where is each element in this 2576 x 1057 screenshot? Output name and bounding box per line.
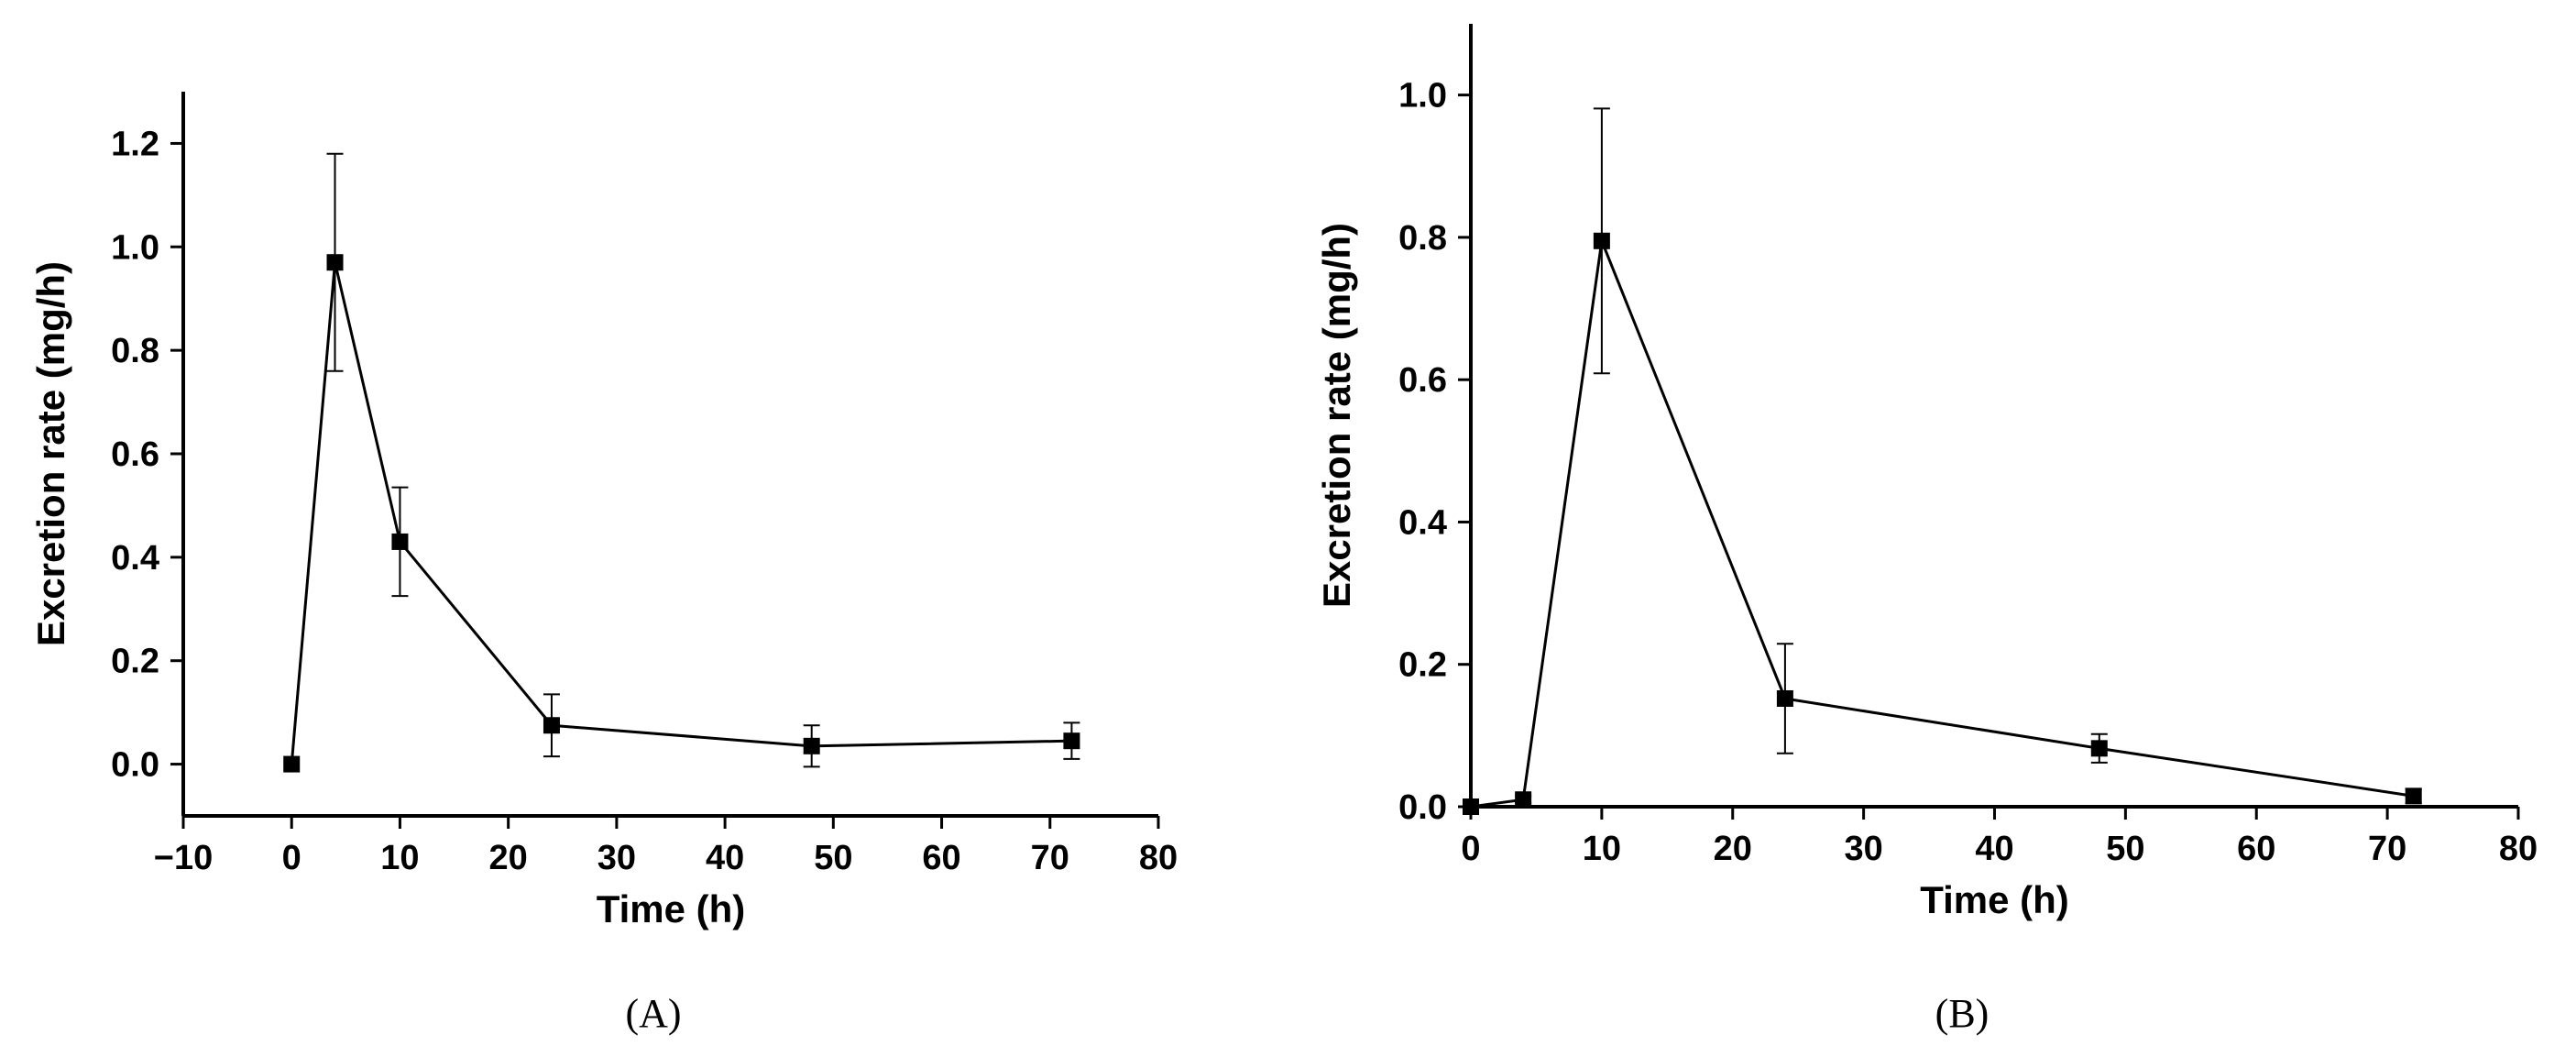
b-x-axis-title: Time (h) [1920, 878, 2069, 921]
a-y-tick-label: 0.6 [111, 435, 159, 474]
b-y-axis-title: Excretion rate (mg/h) [1315, 223, 1358, 608]
panel-a-label: (A) [625, 991, 681, 1036]
a-y-axis-title: Excretion rate (mg/h) [29, 261, 72, 646]
b-x-tick-label: 50 [2106, 830, 2144, 868]
a-x-tick-label: −10 [154, 839, 213, 877]
a-data-point [391, 533, 409, 550]
a-x-tick-label: 10 [380, 839, 419, 877]
a-x-tick-label: 80 [1139, 839, 1178, 877]
b-x-tick-label: 40 [1975, 830, 2013, 868]
a-x-tick-label: 30 [597, 839, 636, 877]
b-data-point [1515, 791, 1532, 809]
a-x-tick-label: 40 [706, 839, 744, 877]
a-y-tick-label: 0.2 [111, 643, 159, 681]
a-y-tick-label: 0.8 [111, 332, 159, 370]
chart-panel-a: (A) −10 0 10 20 30 40 50 60 70 80 0.0 0.2 0.4 0.6 0.8 1… [29, 92, 1178, 1036]
b-y-tick-label: 0.4 [1398, 503, 1447, 542]
b-series-line [1470, 236, 2414, 809]
a-data-point [283, 755, 301, 773]
a-x-tick-label: 20 [489, 839, 528, 877]
b-data-point [2405, 787, 2422, 805]
b-x-tick-label: 30 [1844, 830, 1882, 868]
b-data-point [1776, 689, 1793, 707]
b-x-tick-label: 20 [1714, 830, 1752, 868]
panel-b-label: (B) [1935, 991, 1990, 1036]
a-x-tick-label: 60 [922, 839, 960, 877]
a-y-tick-label: 1.2 [111, 125, 159, 163]
a-data-point [543, 717, 560, 734]
b-data-point [1593, 232, 1610, 249]
a-data-point [1063, 732, 1080, 750]
chart-panel-b: (B) 0 10 20 30 40 50 60 70 80 0.0 0.2 0.4 0.6 0.8 1.0 T… [1315, 24, 2538, 1036]
a-x-tick-label: 0 [282, 839, 301, 877]
a-data-point [326, 254, 344, 271]
b-y-tick-label: 0.0 [1398, 788, 1447, 827]
b-x-tick-label: 10 [1583, 830, 1621, 868]
a-y-tick-label: 0.0 [111, 746, 159, 785]
b-x-tick-label: 80 [2499, 830, 2538, 868]
b-y-tick-label: 1.0 [1398, 77, 1447, 116]
b-y-tick-label: 0.2 [1398, 646, 1447, 685]
a-x-axis-title: Time (h) [597, 887, 746, 930]
a-y-tick-label: 0.4 [111, 539, 159, 578]
b-data-point [2090, 740, 2108, 757]
b-y-tick-label: 0.6 [1398, 361, 1447, 400]
b-data-point [1463, 798, 1479, 815]
b-x-tick-label: 0 [1461, 830, 1480, 868]
a-y-tick-label: 1.0 [111, 228, 159, 267]
a-series-line [290, 261, 1072, 765]
b-y-tick-label: 0.8 [1398, 219, 1447, 258]
b-x-tick-label: 60 [2237, 830, 2275, 868]
a-x-tick-label: 50 [814, 839, 852, 877]
b-x-tick-label: 70 [2368, 830, 2406, 868]
a-x-tick-label: 70 [1031, 839, 1069, 877]
a-data-point [803, 737, 820, 754]
